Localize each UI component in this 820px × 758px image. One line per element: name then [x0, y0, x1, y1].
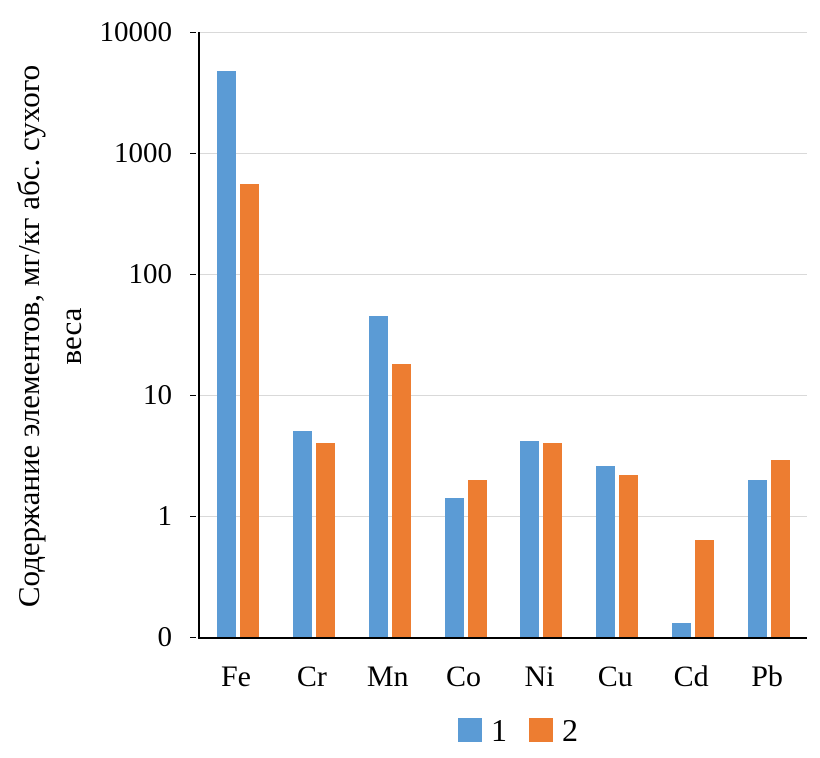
y-axis-tick-label-1: 1 [157, 500, 173, 532]
legend-swatch-series-1-icon [458, 718, 482, 742]
legend: 1 2 [458, 714, 578, 746]
bar-Co-series-2 [467, 479, 487, 637]
gridline-1000 [200, 152, 807, 154]
y-axis-tick-100 [190, 274, 196, 275]
bar-Mn-series-2 [391, 364, 411, 637]
y-axis-title: Содержание элементов, мг/кг абс. сухого … [8, 6, 96, 666]
bar-Cd-series-2 [695, 540, 715, 637]
x-axis-label-Cr: Cr [296, 660, 327, 693]
x-axis-label-Mn: Mn [366, 660, 409, 693]
bar-Co-series-1 [444, 498, 464, 637]
gridline-10 [200, 394, 807, 396]
y-axis-tick-0 [190, 637, 196, 638]
y-axis-tick-label-10000: 10000 [99, 16, 173, 48]
legend-item-series-2: 2 [529, 714, 578, 746]
plot-area [198, 31, 807, 639]
legend-swatch-series-2-icon [529, 718, 553, 742]
x-axis-label-Co: Co [446, 660, 482, 693]
x-axis-label-Cu: Cu [597, 660, 633, 693]
y-axis-title-line-1: Содержание элементов, мг/кг абс. сухого [11, 64, 46, 608]
bar-Cu-series-2 [619, 474, 639, 637]
bar-Ni-series-2 [543, 443, 563, 637]
bar-Fe-series-2 [239, 184, 259, 637]
bar-Mn-series-1 [368, 315, 388, 637]
gridline-10000 [200, 31, 807, 33]
x-axis-label-Pb: Pb [751, 660, 783, 693]
x-axis-label-Fe: Fe [220, 660, 251, 693]
bar-Fe-series-1 [216, 70, 236, 637]
y-axis-tick-label-10: 10 [143, 379, 172, 411]
bar-Cr-series-2 [315, 443, 335, 637]
y-axis-tick-label-1000: 1000 [114, 137, 172, 169]
y-axis-tick-label-0: 0 [157, 621, 173, 653]
bar-Cr-series-1 [292, 431, 312, 637]
legend-label-series-1: 1 [491, 712, 507, 748]
legend-label-series-2: 2 [562, 712, 578, 748]
y-axis-tick-1 [190, 516, 196, 517]
x-axis-label-Ni: Ni [524, 660, 555, 693]
bar-Pb-series-1 [748, 479, 768, 637]
y-axis-title-line-2: веса [53, 307, 88, 365]
y-axis-tick-label-100: 100 [128, 258, 173, 290]
bar-Pb-series-2 [771, 460, 791, 637]
bar-Cd-series-1 [672, 623, 692, 637]
y-axis-tick-1000 [190, 153, 196, 154]
x-axis-label-Cd: Cd [673, 660, 709, 693]
bar-Cu-series-1 [596, 465, 616, 637]
gridline-1 [200, 515, 807, 517]
gridline-100 [200, 273, 807, 275]
legend-item-series-1: 1 [458, 714, 507, 746]
y-axis-tick-10000 [190, 32, 196, 33]
y-axis-tick-10 [190, 395, 196, 396]
bar-Ni-series-1 [520, 440, 540, 637]
